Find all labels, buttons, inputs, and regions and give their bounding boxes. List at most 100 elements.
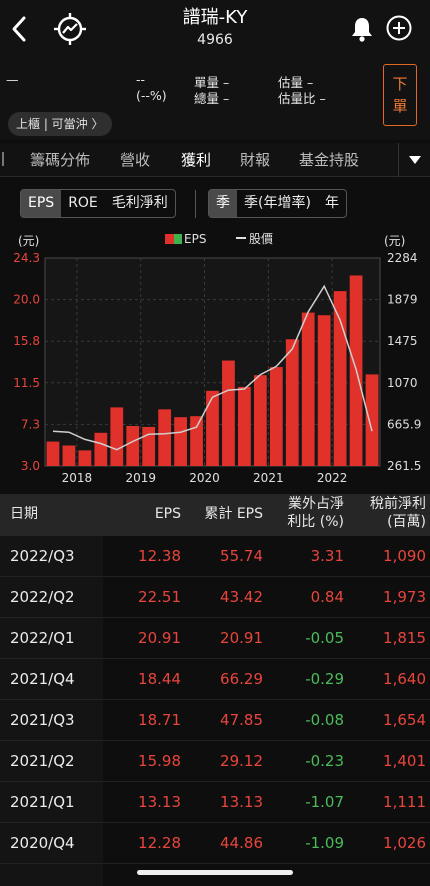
eps-bar xyxy=(365,374,379,466)
left-axis-tick: 24.3 xyxy=(13,251,40,265)
eps-chart: (元) (元) EPS 股價 24.3 2284 20.0 1879 15.8 1475 1… xyxy=(0,226,430,492)
metric-eps-option[interactable]: EPS xyxy=(21,190,62,217)
tab-financials[interactable]: 財報 xyxy=(240,151,271,169)
period-quarter-option[interactable]: 季 xyxy=(209,190,237,217)
table-row[interactable]: 2021/Q2 15.98 29.12 -0.23 1,401 xyxy=(0,741,430,782)
row-nonop-ratio: -0.08 xyxy=(305,711,344,729)
last-price: — xyxy=(6,72,19,87)
legend-eps-swatch xyxy=(165,234,182,244)
back-chevron-icon[interactable] xyxy=(6,12,34,46)
row-nonop-ratio: 0.84 xyxy=(310,588,344,606)
left-axis-tick: 15.8 xyxy=(13,334,40,348)
metric-roe-option[interactable]: ROE xyxy=(68,195,98,211)
single-volume: 單量 – xyxy=(194,75,230,90)
eps-bar xyxy=(174,417,187,466)
tab-chip-distribution[interactable]: 籌碼分佈 xyxy=(30,151,91,169)
eps-bar xyxy=(333,291,347,466)
stock-code: 4966 xyxy=(197,32,233,48)
row-eps: 22.51 xyxy=(138,588,181,606)
date-column-background xyxy=(0,536,103,886)
eps-bar xyxy=(158,409,172,466)
place-order-button[interactable]: 下 單 xyxy=(383,64,417,126)
row-pretax-income: 1,654 xyxy=(383,711,426,729)
eps-bar xyxy=(126,425,140,466)
right-axis-tick: 1879 xyxy=(387,293,418,307)
stock-price-line xyxy=(52,284,373,451)
metric-margin-option[interactable]: 毛利淨利 xyxy=(111,195,168,211)
row-cumulative-eps: 29.12 xyxy=(220,752,263,770)
row-date: 2022/Q1 xyxy=(10,629,75,647)
eps-bar xyxy=(206,390,219,466)
add-circle-icon[interactable] xyxy=(385,14,413,42)
row-pretax-income: 1,111 xyxy=(383,793,426,811)
row-nonop-ratio: -0.29 xyxy=(305,670,344,688)
eps-bar xyxy=(78,450,92,466)
tab-revenue[interactable]: 營收 xyxy=(120,151,151,169)
row-date: 2021/Q2 xyxy=(10,752,75,770)
legend-price-label: 股價 xyxy=(249,232,273,246)
row-pretax-income: 1,973 xyxy=(383,588,426,606)
row-eps: 13.13 xyxy=(138,793,181,811)
tab-fund-holdings[interactable]: 基金持股 xyxy=(299,151,360,169)
metric-selector: EPS ROE 毛利淨利 xyxy=(20,189,176,218)
tabs-scroll-edge xyxy=(0,152,4,166)
estimated-volume: 估量 – xyxy=(278,75,314,90)
table-row[interactable]: 2021/Q4 18.44 66.29 -0.29 1,640 xyxy=(0,659,430,700)
header-date: 日期 xyxy=(10,506,38,522)
header-pretax-income-line2: (百萬) xyxy=(387,514,426,530)
eps-bar xyxy=(62,445,76,466)
eps-bar xyxy=(190,416,203,466)
right-axis-unit: (元) xyxy=(384,234,405,248)
table-row[interactable]: 2022/Q1 20.91 20.91 -0.05 1,815 xyxy=(0,618,430,659)
table-row[interactable]: 2022/Q3 12.38 55.74 3.31 1,090 xyxy=(0,536,430,577)
market-type-chip[interactable]: 上櫃 | 可當沖 〉 xyxy=(8,112,112,136)
table-row[interactable]: 2021/Q1 13.13 13.13 -1.07 1,111 xyxy=(0,782,430,823)
row-cumulative-eps: 47.85 xyxy=(220,711,263,729)
x-axis-year-label: 2022 xyxy=(317,471,348,485)
right-axis-tick: 1070 xyxy=(387,376,418,390)
table-row[interactable]: 2020/Q4 12.28 44.86 -1.09 1,026 xyxy=(0,823,430,864)
section-tabs: 籌碼分佈 營收 獲利 財報 基金持股 xyxy=(0,143,430,177)
period-quarter-yoy-option[interactable]: 季(年增率) xyxy=(244,195,311,211)
eps-bar xyxy=(110,407,124,466)
row-pretax-income: 1,401 xyxy=(383,752,426,770)
estimated-volume-ratio: 估量比 – xyxy=(278,91,326,106)
period-year-option[interactable]: 年 xyxy=(324,195,339,211)
eps-bar xyxy=(94,432,108,466)
row-cumulative-eps: 20.91 xyxy=(220,629,263,647)
row-cumulative-eps: 44.86 xyxy=(220,834,263,852)
left-axis-tick: 3.0 xyxy=(21,459,40,473)
right-axis-tick: 261.5 xyxy=(387,459,421,473)
left-axis-unit: (元) xyxy=(18,234,39,248)
more-tabs-dropdown-icon[interactable] xyxy=(398,143,430,177)
right-axis-tick: 2284 xyxy=(387,251,418,265)
row-cumulative-eps: 43.42 xyxy=(220,588,263,606)
row-nonop-ratio: -1.09 xyxy=(305,834,344,852)
eps-bar xyxy=(269,367,283,466)
table-row[interactable]: 2021/Q3 18.71 47.85 -0.08 1,654 xyxy=(0,700,430,741)
row-cumulative-eps: 66.29 xyxy=(220,670,263,688)
row-cumulative-eps: 13.13 xyxy=(220,793,263,811)
header-eps: EPS xyxy=(154,506,181,522)
row-eps: 15.98 xyxy=(138,752,181,770)
x-axis-year-label: 2020 xyxy=(189,471,220,485)
top-bar: 譜瑞-KY 4966 xyxy=(0,0,430,58)
row-date: 2022/Q3 xyxy=(10,547,75,565)
eps-chart-svg: (元) (元) EPS 股價 24.3 2284 20.0 1879 15.8 1475 1… xyxy=(13,232,421,485)
stock-title-block: 譜瑞-KY 4966 xyxy=(115,6,315,50)
eps-bar xyxy=(46,441,60,466)
x-axis-year-label: 2018 xyxy=(62,471,93,485)
table-row[interactable]: 2022/Q2 22.51 43.42 0.84 1,973 xyxy=(0,577,430,618)
row-date: 2021/Q3 xyxy=(10,711,75,729)
stock-name: 譜瑞-KY xyxy=(182,7,248,28)
header-nonop-ratio-line1: 業外占淨 xyxy=(288,496,344,512)
eps-bar xyxy=(253,375,267,466)
legend-eps-swatch-green xyxy=(174,234,182,244)
order-label-top: 下 xyxy=(392,75,408,93)
price-change: -- xyxy=(136,72,146,87)
trend-target-icon[interactable] xyxy=(52,11,88,47)
bell-icon[interactable] xyxy=(347,14,377,44)
eps-bar xyxy=(317,315,331,466)
tab-profit[interactable]: 獲利 xyxy=(181,151,212,169)
price-change-pct: (--%) xyxy=(136,88,167,103)
